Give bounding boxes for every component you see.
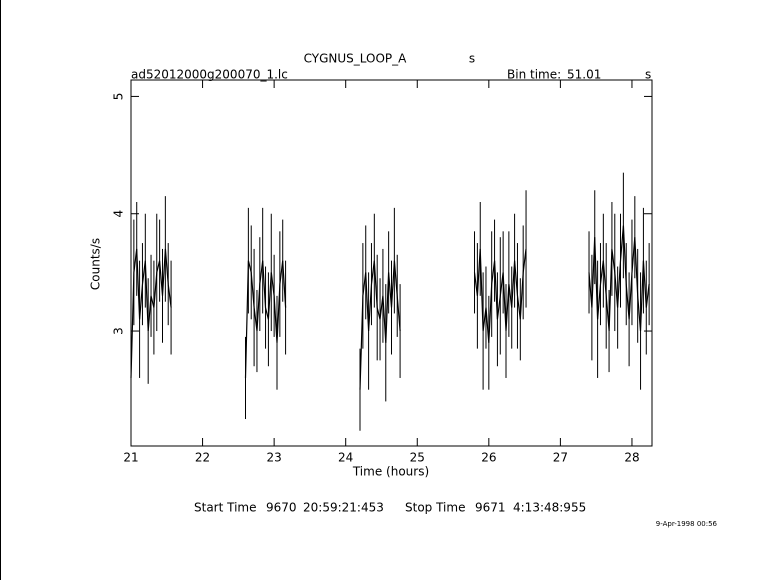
- plot-frame: [130, 79, 653, 447]
- x-tick-label: 21: [123, 451, 138, 465]
- bin-label: Bin time:: [507, 68, 561, 82]
- date-stamp: 9-Apr-1998 00:56: [656, 520, 718, 528]
- light-curve: [130, 225, 650, 390]
- x-tick-label: 24: [338, 451, 353, 465]
- stop-label: Stop Time: [405, 501, 465, 515]
- x-axis-label: Time (hours): [352, 465, 429, 479]
- start-clock: 20:59:21:453: [303, 501, 384, 515]
- y-axis-label: Counts/s: [89, 238, 103, 290]
- title-unit: s: [469, 52, 475, 66]
- y-tick-label: 3: [112, 327, 126, 335]
- stop-day: 9671: [475, 501, 506, 515]
- x-tick-label: 25: [410, 451, 425, 465]
- file-name: ad52012000g200070_1.lc: [131, 68, 288, 82]
- start-label: Start Time: [194, 501, 257, 515]
- stop-clock: 4:13:48:955: [513, 501, 586, 515]
- bin-unit: s: [645, 68, 651, 82]
- y-tick-label: 5: [112, 93, 126, 101]
- x-tick-label: 26: [481, 451, 496, 465]
- x-tick-label: 22: [195, 451, 210, 465]
- bin-value: 51.01: [567, 68, 601, 82]
- x-tick-label: 23: [266, 451, 281, 465]
- x-tick-label: 28: [624, 451, 639, 465]
- start-day: 9670: [266, 501, 297, 515]
- x-tick-label: 27: [553, 451, 568, 465]
- y-tick-label: 4: [112, 210, 126, 218]
- chart-title: CYGNUS_LOOP_A: [304, 52, 408, 66]
